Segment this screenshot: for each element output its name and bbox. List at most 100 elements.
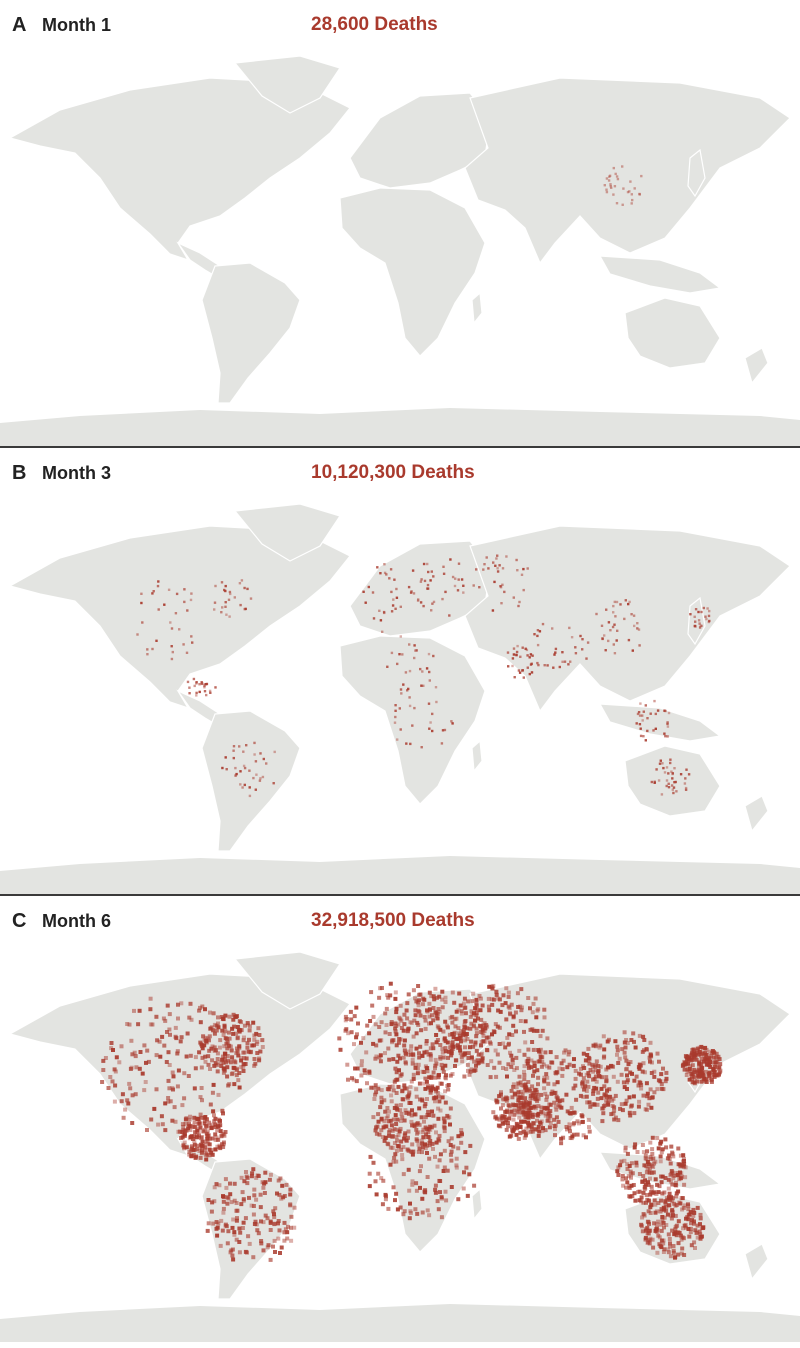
outbreak-dot — [588, 1104, 593, 1109]
outbreak-dot — [554, 1107, 559, 1112]
outbreak-dot — [674, 1233, 679, 1238]
outbreak-dot — [686, 1217, 691, 1222]
outbreak-dot — [529, 1126, 534, 1131]
outbreak-dot — [651, 1170, 656, 1175]
outbreak-dot — [475, 1061, 480, 1066]
outbreak-dot — [600, 1119, 605, 1124]
outbreak-dot — [442, 1120, 447, 1125]
outbreak-dot — [420, 1141, 425, 1146]
outbreak-dot — [561, 660, 564, 663]
outbreak-dot — [196, 1121, 201, 1126]
outbreak-dot — [521, 1102, 526, 1107]
panel-header: B Month 3 — [12, 462, 111, 488]
outbreak-dot — [224, 584, 227, 588]
outbreak-dot — [517, 1115, 522, 1120]
outbreak-dot — [379, 1101, 384, 1105]
outbreak-dot — [430, 1013, 434, 1018]
outbreak-dot — [224, 1060, 229, 1065]
outbreak-dot — [396, 1040, 401, 1045]
outbreak-dot — [625, 1078, 630, 1083]
outbreak-dot — [587, 1061, 592, 1066]
outbreak-dot — [190, 592, 193, 595]
outbreak-dot — [644, 704, 647, 707]
outbreak-dot — [669, 758, 672, 761]
outbreak-dot — [572, 1121, 577, 1126]
outbreak-dot — [413, 656, 416, 660]
outbreak-dot — [132, 1050, 137, 1055]
outbreak-dot — [394, 1091, 399, 1095]
outbreak-dot — [272, 1222, 277, 1227]
outbreak-dot — [522, 1077, 527, 1082]
outbreak-dot — [237, 1250, 242, 1255]
outbreak-dot — [682, 1161, 687, 1166]
outbreak-dot — [571, 1086, 576, 1091]
outbreak-dot — [588, 1105, 593, 1109]
outbreak-dot — [624, 1038, 629, 1042]
outbreak-dot — [442, 1125, 447, 1130]
outbreak-dot — [391, 1057, 396, 1062]
outbreak-dot — [248, 786, 251, 789]
outbreak-dot — [396, 1084, 401, 1089]
outbreak-dot — [228, 590, 232, 594]
outbreak-dot — [113, 1083, 118, 1088]
outbreak-dot — [506, 651, 510, 654]
outbreak-dot — [704, 615, 707, 618]
outbreak-dot — [282, 1220, 287, 1225]
outbreak-dot — [182, 643, 185, 646]
outbreak-dot — [684, 786, 688, 790]
outbreak-dot — [238, 582, 242, 585]
outbreak-dot — [713, 1055, 718, 1060]
outbreak-dot — [382, 1098, 387, 1103]
outbreak-dot — [348, 1009, 353, 1014]
outbreak-dot — [629, 1172, 634, 1177]
outbreak-dot — [224, 605, 227, 608]
outbreak-dot — [454, 1036, 459, 1041]
outbreak-dot — [633, 187, 636, 190]
outbreak-dot — [397, 1068, 401, 1073]
outbreak-dot — [221, 1199, 226, 1204]
outbreak-dot — [690, 1048, 695, 1052]
outbreak-dot — [616, 1165, 621, 1170]
outbreak-dot — [204, 1131, 209, 1136]
panel-letter: C — [12, 910, 27, 932]
outbreak-dot — [261, 1248, 266, 1253]
outbreak-dot — [676, 1173, 681, 1178]
outbreak-dot — [202, 1127, 207, 1132]
outbreak-dot — [417, 1010, 422, 1015]
outbreak-dot — [619, 1102, 624, 1107]
outbreak-dot — [425, 1069, 430, 1074]
outbreak-dot — [448, 1122, 452, 1127]
outbreak-dot — [648, 1211, 653, 1215]
outbreak-dot — [639, 1195, 644, 1200]
outbreak-dot — [417, 1106, 422, 1111]
outbreak-dot — [380, 1135, 385, 1139]
outbreak-dot — [282, 1194, 287, 1198]
outbreak-dot — [151, 647, 154, 651]
outbreak-dot — [383, 571, 387, 575]
outbreak-dot — [571, 1122, 576, 1127]
outbreak-dot — [581, 648, 584, 651]
outbreak-dot — [623, 1055, 628, 1060]
outbreak-dot — [685, 768, 688, 771]
outbreak-dot — [406, 1129, 411, 1134]
outbreak-dot — [673, 1213, 678, 1218]
outbreak-dot — [596, 1090, 601, 1095]
outbreak-dot — [609, 185, 612, 188]
outbreak-dot — [514, 1085, 519, 1090]
outbreak-dot — [634, 1160, 639, 1165]
outbreak-dot — [543, 1091, 548, 1096]
outbreak-dot — [548, 1109, 553, 1113]
outbreak-dot — [638, 723, 642, 726]
outbreak-dot — [504, 986, 509, 991]
outbreak-dot — [371, 1160, 376, 1165]
outbreak-dot — [519, 1083, 524, 1088]
outbreak-dot — [154, 1087, 159, 1092]
panel-letter: B — [12, 462, 27, 484]
outbreak-dot — [429, 721, 432, 724]
outbreak-dot — [252, 1222, 257, 1226]
outbreak-dot — [529, 1058, 534, 1063]
outbreak-dot — [598, 1043, 603, 1048]
outbreak-dot — [444, 1073, 448, 1078]
outbreak-dot — [546, 1114, 551, 1119]
outbreak-dot — [655, 1087, 660, 1092]
